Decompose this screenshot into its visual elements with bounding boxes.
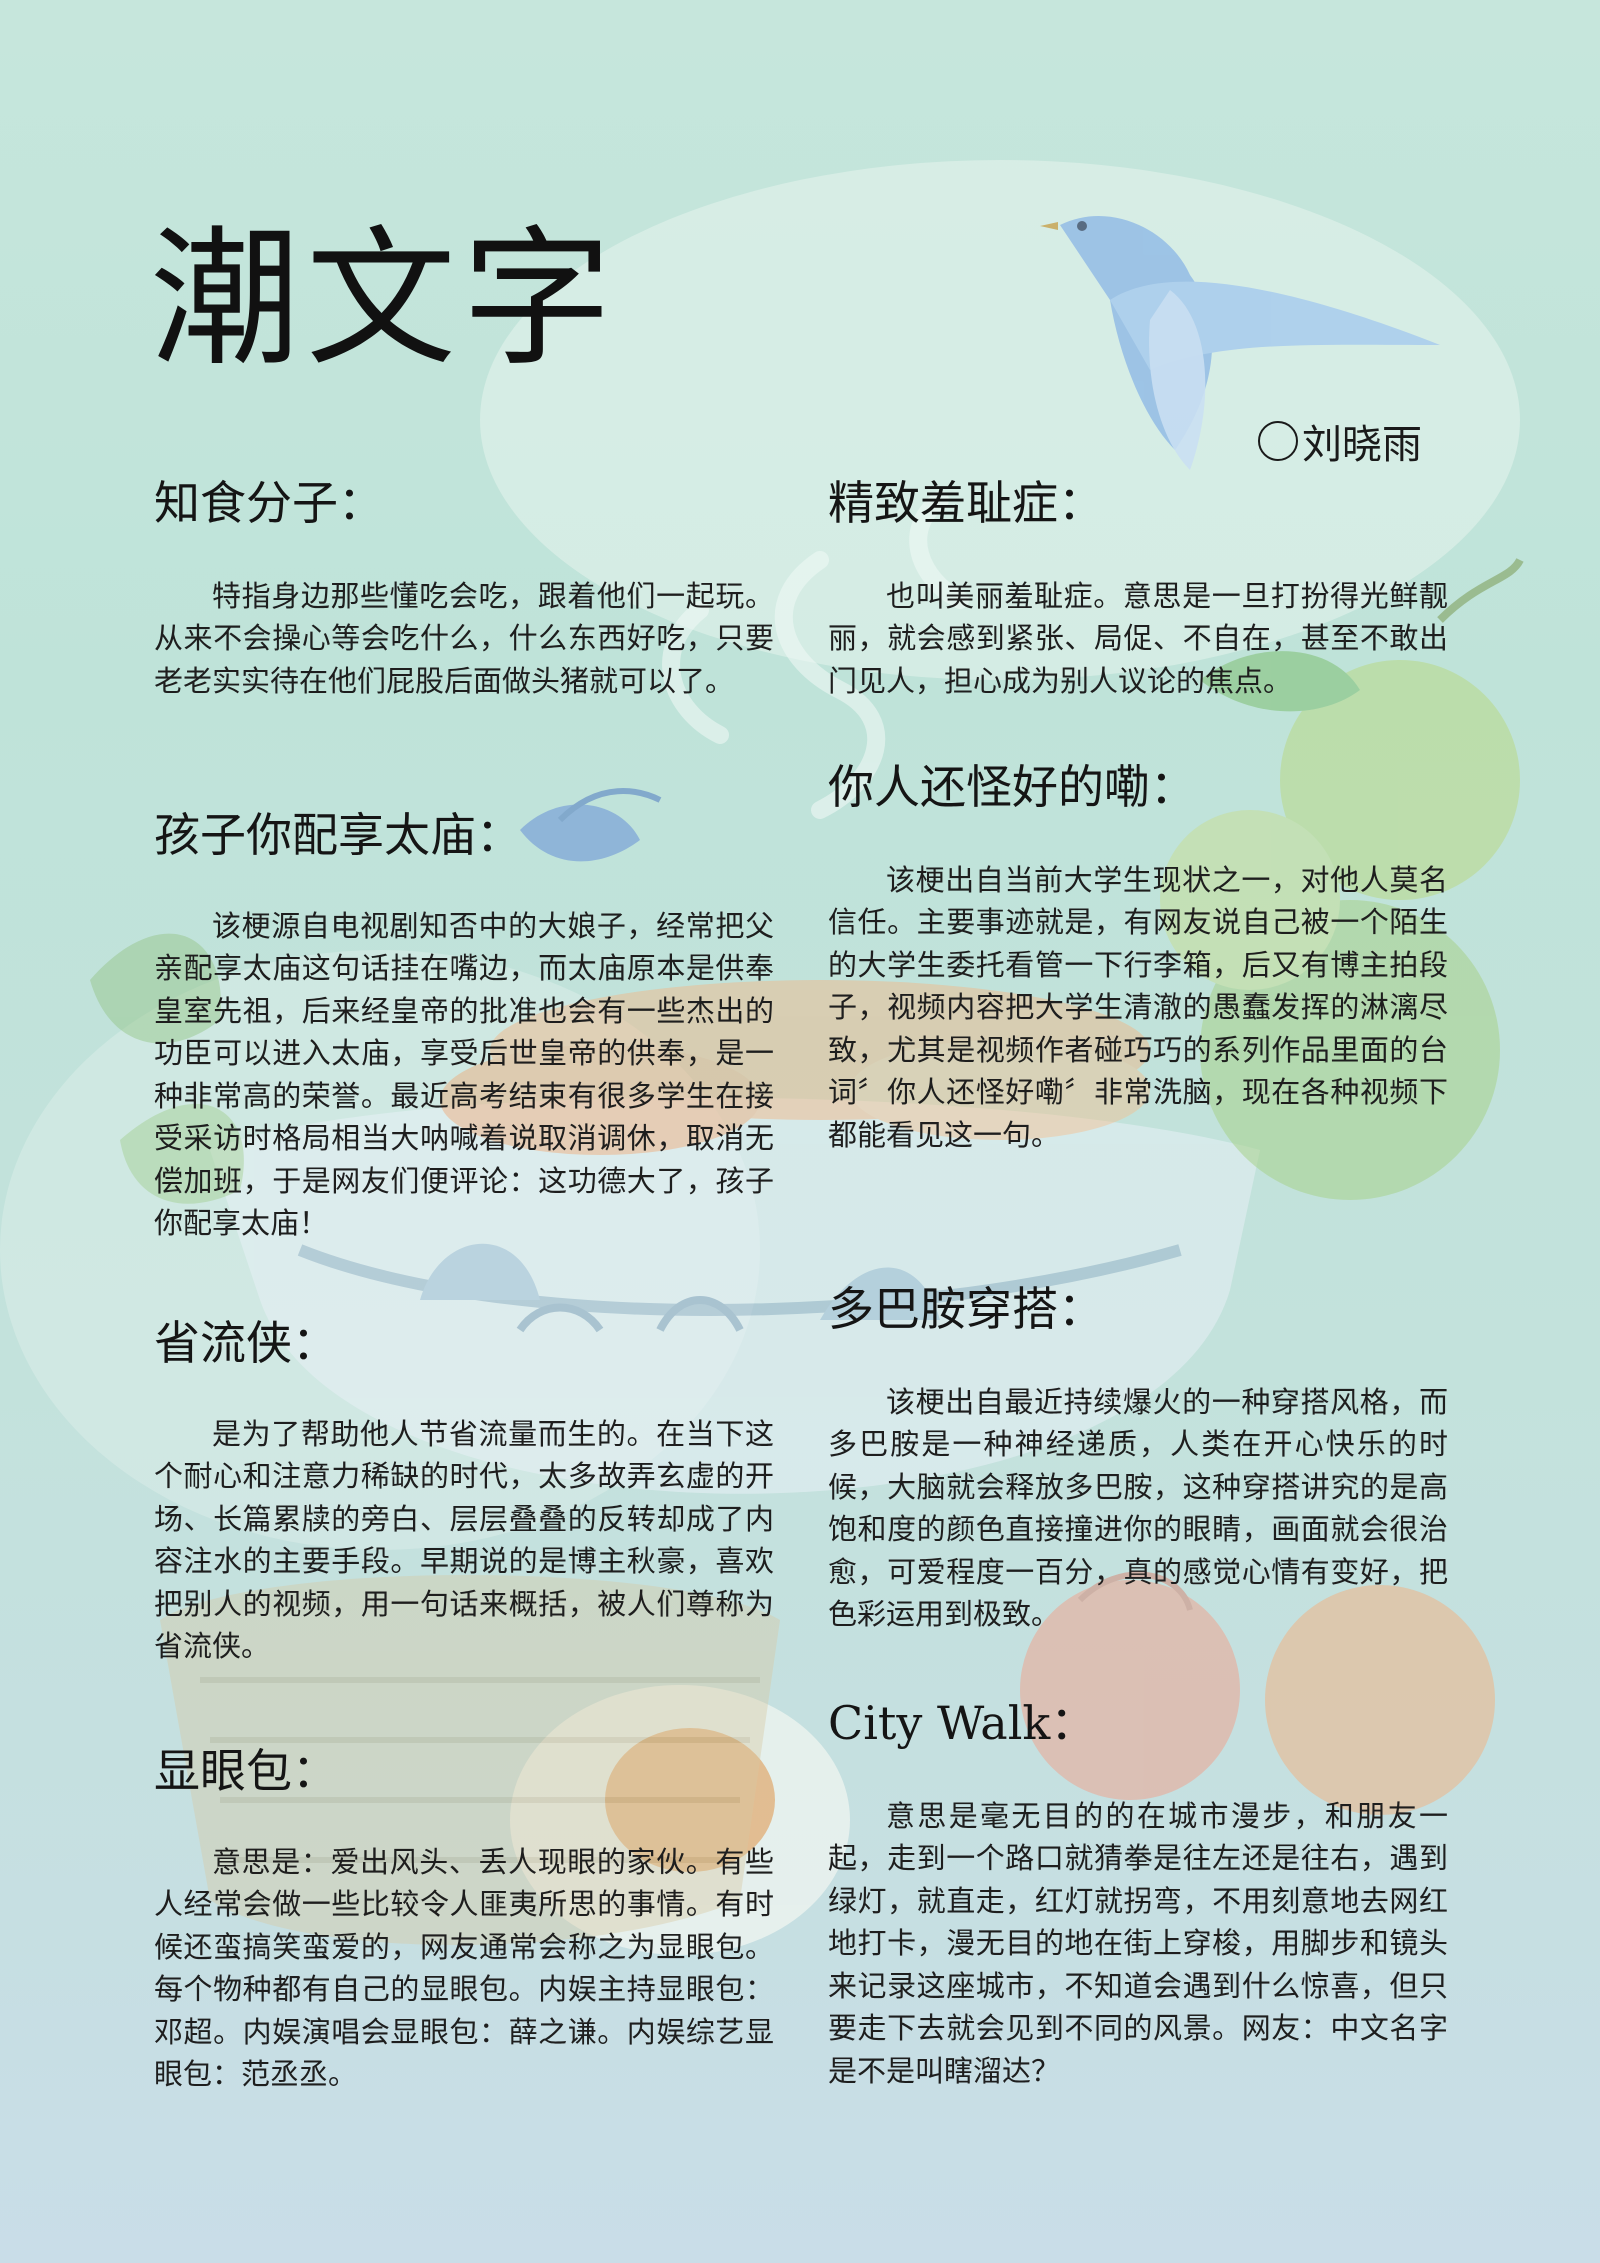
article-heading: City Walk： bbox=[828, 1696, 1097, 1750]
article-body: 该梗源自电视剧知否中的大娘子，经常把父亲配享太庙这句话挂在嘴边，而太庙原本是供奉… bbox=[154, 908, 774, 1241]
article-section: 知食分子： 特指身边那些懂吃会吃，跟着他们一起玩。从来不会操心等会吃什么，什么东… bbox=[154, 478, 774, 702]
article-section: 省流侠： 是为了帮助他人节省流量而生的。在当下这个耐心和注意力稀缺的时代，太多故… bbox=[154, 1318, 774, 1668]
circle-mark-icon bbox=[1258, 421, 1298, 461]
article-body: 是为了帮助他人节省流量而生的。在当下这个耐心和注意力稀缺的时代，太多故弄玄虚的开… bbox=[154, 1416, 774, 1664]
article-heading: 精致羞耻症： bbox=[828, 476, 1104, 530]
article-section: 多巴胺穿搭： 该梗出自最近持续爆火的一种穿搭风格，而多巴胺是一种神经递质，人类在… bbox=[828, 1284, 1448, 1636]
author-byline: 刘晓雨 bbox=[1258, 412, 1422, 470]
article-body: 意思是：爱出风头、丢人现眼的家伙。有些人经常会做一些比较令人匪夷所思的事情。有时… bbox=[154, 1844, 774, 2092]
article-body: 特指身边那些懂吃会吃，跟着他们一起玩。从来不会操心等会吃什么，什么东西好吃，只要… bbox=[154, 578, 774, 698]
article-section: 显眼包： 意思是：爱出风头、丢人现眼的家伙。有些人经常会做一些比较令人匪夷所思的… bbox=[154, 1746, 774, 2096]
article-body: 意思是毫无目的的在城市漫步，和朋友一起，走到一个路口就猜拳是往左还是往右，遇到绿… bbox=[828, 1798, 1448, 2088]
article-heading: 孩子你配享太庙： bbox=[154, 808, 522, 862]
article-heading: 知食分子： bbox=[154, 476, 384, 530]
article-heading: 多巴胺穿搭： bbox=[828, 1282, 1104, 1336]
article-section: City Walk： 意思是毫无目的的在城市漫步，和朋友一起，走到一个路口就猜拳… bbox=[828, 1698, 1448, 2092]
article-section: 精致羞耻症： 也叫美丽羞耻症。意思是一旦打扮得光鲜靓丽，就会感到紧张、局促、不自… bbox=[828, 478, 1448, 702]
article-section: 你人还怪好的嘞： 该梗出自当前大学生现状之一，对他人莫名信任。主要事迹就是，有网… bbox=[828, 762, 1448, 1156]
author-name: 刘晓雨 bbox=[1302, 422, 1422, 468]
article-body: 该梗出自最近持续爆火的一种穿搭风格，而多巴胺是一种神经递质，人类在开心快乐的时候… bbox=[828, 1384, 1448, 1632]
article-heading: 显眼包： bbox=[154, 1744, 338, 1798]
article-body: 也叫美丽羞耻症。意思是一旦打扮得光鲜靓丽，就会感到紧张、局促、不自在，甚至不敢出… bbox=[828, 578, 1448, 698]
page-title: 潮文字 bbox=[150, 213, 619, 387]
article-body: 该梗出自当前大学生现状之一，对他人莫名信任。主要事迹就是，有网友说自己被一个陌生… bbox=[828, 862, 1448, 1152]
article-heading: 你人还怪好的嘞： bbox=[828, 760, 1196, 814]
article-section: 孩子你配享太庙： 该梗源自电视剧知否中的大娘子，经常把父亲配享太庙这句话挂在嘴边… bbox=[154, 810, 774, 1245]
article-heading: 省流侠： bbox=[154, 1316, 338, 1370]
